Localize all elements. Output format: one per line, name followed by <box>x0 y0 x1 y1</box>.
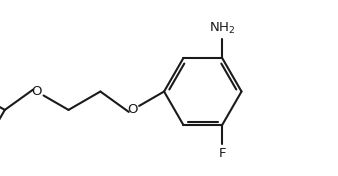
Text: NH$_2$: NH$_2$ <box>209 21 235 36</box>
Text: O: O <box>31 85 42 98</box>
Text: O: O <box>127 103 138 116</box>
Text: F: F <box>218 147 226 160</box>
